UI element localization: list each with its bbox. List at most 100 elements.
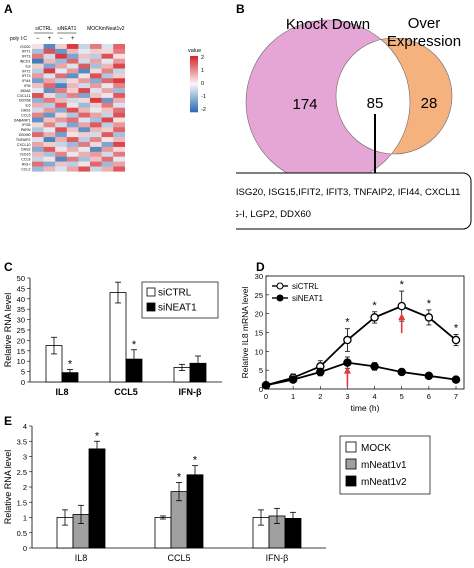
heatmap-cell [101, 53, 114, 59]
y-axis-label: Relative RNA level [3, 450, 13, 525]
legend-label: siNEAT1 [158, 303, 197, 314]
data-point-siNEAT1 [397, 367, 406, 377]
heatmap-cell [78, 127, 91, 133]
heatmap-cell [78, 48, 91, 54]
heatmap-cell [113, 88, 125, 94]
y-tick-label: 10 [255, 347, 263, 356]
heatmap-group-label: mNeat1v2 [102, 26, 125, 32]
heatmap-cell [55, 107, 67, 113]
x-tick-label: 3 [345, 392, 349, 401]
heatmap-cell [101, 44, 114, 50]
heatmap-cell [32, 112, 44, 118]
heatmap-cell [113, 166, 125, 172]
colorbar-segment [190, 64, 198, 67]
heatmap-cell [90, 142, 102, 148]
heatmap-gene-label: CCL5 [21, 113, 30, 117]
heatmap-cell [55, 68, 67, 74]
heatmap-cell [43, 146, 56, 152]
heatmap-cell [101, 68, 114, 74]
heatmap-cell [101, 63, 114, 69]
heatmap-cell [90, 107, 102, 113]
heatmap-gene-label: DDX60 [19, 133, 31, 137]
data-point-siNEAT1 [424, 371, 434, 381]
heatmap-group-label: siNEAT1 [57, 26, 77, 32]
heatmap-cell [113, 78, 125, 84]
colorbar-segment [190, 56, 198, 58]
heatmap-cell [66, 93, 79, 99]
colorbar-segment [190, 57, 198, 60]
heatmap-cell [43, 93, 56, 99]
heatmap-cell [66, 58, 79, 64]
colorbar-segment [190, 74, 198, 76]
heatmap-gene-label: IFIT1 [22, 50, 30, 54]
heatmap-cell [32, 53, 44, 59]
heatmap-cell [101, 122, 114, 128]
heatmap-treatment-sign: − [36, 36, 40, 42]
y-tick-label: 3 [23, 453, 27, 462]
heatmap-cell [90, 117, 102, 123]
heatmap-cell [66, 166, 79, 172]
heatmap-cell [43, 102, 56, 108]
heatmap-cell [55, 73, 67, 79]
heatmap-cell [32, 161, 44, 167]
heatmap-cell [101, 102, 114, 108]
y-tick-label: 20 [255, 310, 263, 319]
heatmap-cell [113, 127, 125, 133]
heatmap-gene-label: IFIT3 [22, 55, 30, 59]
heatmap-cell [55, 78, 67, 84]
heatmap-cell [43, 58, 56, 64]
heatmap-cell [43, 151, 56, 157]
heatmap-cell [66, 63, 79, 69]
heatmap-gene-label: CXCL10 [17, 143, 31, 147]
data-point-siNEAT1 [451, 375, 461, 384]
colorbar-tick-label: -1 [201, 94, 206, 100]
heatmap-cell [32, 68, 44, 74]
heatmap-gene-label: MDA5 [21, 89, 31, 93]
heatmap-cell [101, 151, 114, 157]
y-tick-label: 1.5 [17, 498, 27, 507]
colorbar-segment [190, 105, 198, 107]
heatmap-cell [90, 102, 102, 108]
legend: siCTRL siNEAT1 [272, 282, 324, 303]
colorbar-segment [190, 85, 198, 88]
heatmap-cell [113, 132, 125, 138]
significance-marker: * [345, 317, 350, 329]
heatmap-gene-label: ISG20 [20, 45, 30, 49]
x-category-label: IFN-β [179, 387, 202, 397]
panel-label-a: A [4, 2, 13, 16]
x-axis-label: time (h) [351, 403, 380, 413]
heatmap-cell [66, 117, 79, 123]
heatmap-cell [66, 83, 79, 89]
y-tick-label: 4 [23, 422, 27, 431]
colorbar-segment [190, 60, 198, 62]
heatmap-cell [101, 58, 114, 64]
heatmap-cell [113, 63, 125, 69]
y-tick-label: 0 [259, 385, 263, 394]
heatmap-cell [43, 68, 56, 74]
y-tick-label: 20 [17, 336, 25, 345]
red-arrow [343, 366, 351, 387]
heatmap-cell [66, 73, 79, 79]
y-tick-label: 0 [21, 378, 25, 387]
heatmap-cell [43, 137, 56, 143]
heatmap-cell [32, 122, 44, 128]
bar-MOCK [154, 517, 172, 549]
heatmap-gene-label: OAS1 [21, 109, 31, 113]
heatmap-cell [43, 107, 56, 113]
heatmap-cell [90, 127, 102, 133]
y-tick-label: 25 [255, 291, 263, 300]
heatmap-treatment-sign: + [71, 36, 75, 42]
heatmap-cell [32, 107, 44, 113]
heatmap-cell [78, 112, 91, 118]
heatmap-cell [78, 142, 91, 148]
colorbar-segment [190, 110, 198, 113]
significance-marker: * [132, 339, 137, 351]
venn-left-only-count: 174 [292, 96, 317, 113]
heatmap-cell [55, 112, 67, 118]
heatmap-gene-label: IFI35 [22, 123, 30, 127]
heatmap-treatment-sign: + [48, 36, 52, 42]
data-point-siCTRL [370, 313, 379, 322]
heatmap-cell [55, 58, 67, 64]
colorbar-segment [190, 65, 198, 68]
colorbar-tick-label: 0 [201, 81, 204, 87]
